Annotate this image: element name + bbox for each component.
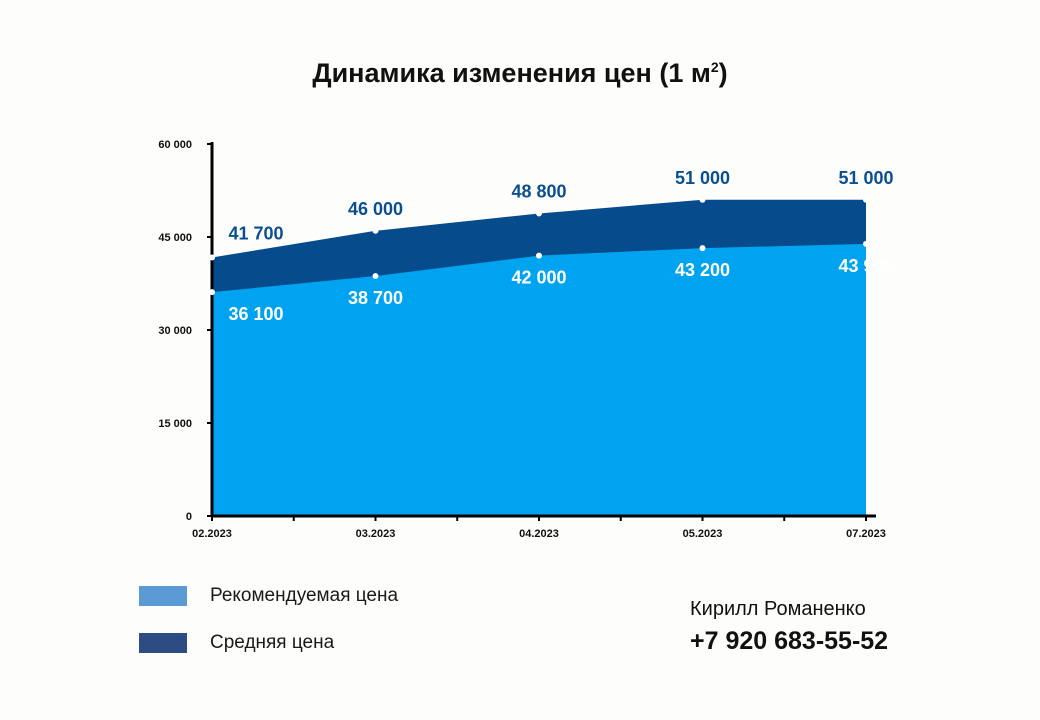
data-point-recommended [863, 240, 869, 247]
legend-swatch-average [139, 633, 187, 653]
data-point-recommended [536, 252, 542, 259]
contact-block: Кирилл Романенко +7 920 683-55-52 [690, 598, 888, 656]
data-label-average: 51 000 [675, 168, 730, 188]
series-area-recommended [212, 243, 866, 516]
contact-phone: +7 920 683-55-52 [690, 627, 889, 655]
data-point-average [699, 196, 706, 203]
legend-label-recommended: Рекомендуемая цена [210, 585, 399, 606]
data-label-recommended: 43 900 [838, 256, 893, 276]
data-label-recommended: 42 000 [511, 268, 566, 288]
data-point-average [372, 227, 379, 234]
data-point-average [863, 196, 869, 203]
chart-title: Динамика изменения цен (1 м2) [0, 58, 1040, 89]
y-tick-label: 0 [186, 511, 192, 523]
data-label-average: 41 700 [228, 223, 283, 243]
title-close: ) [718, 58, 728, 88]
legend-label-average: Средняя цена [210, 632, 335, 653]
data-point-recommended [209, 289, 215, 296]
data-point-recommended [699, 245, 706, 252]
data-label-average: 51 000 [838, 168, 893, 188]
x-tick-label: 02.2023 [192, 528, 232, 540]
title-text: Динамика изменения цен (1 м [312, 58, 711, 88]
title-superscript: 2 [710, 59, 719, 75]
x-tick-label: 04.2023 [519, 528, 559, 540]
legend-swatch-recommended [139, 586, 187, 606]
data-label-recommended: 38 700 [348, 288, 403, 308]
data-label-recommended: 36 100 [228, 304, 283, 324]
x-tick-label: 07.2023 [846, 528, 886, 540]
data-label-average: 46 000 [348, 199, 403, 219]
y-tick-label: 15 000 [158, 418, 192, 430]
contact-name: Кирилл Романенко [690, 598, 866, 620]
data-label-recommended: 43 200 [675, 260, 730, 280]
data-point-average [209, 254, 215, 261]
y-tick-label: 60 000 [158, 139, 192, 151]
x-tick-label: 03.2023 [356, 528, 396, 540]
data-point-average [536, 210, 542, 217]
y-tick-label: 45 000 [158, 232, 192, 244]
area-chart: 0 15 000 30 000 45 000 60 000 02.2023 03.2023 0… [158, 139, 893, 540]
data-label-average: 48 800 [511, 181, 566, 201]
data-point-recommended [372, 273, 379, 280]
x-tick-label: 05.2023 [683, 528, 723, 540]
y-tick-label: 30 000 [158, 325, 192, 337]
